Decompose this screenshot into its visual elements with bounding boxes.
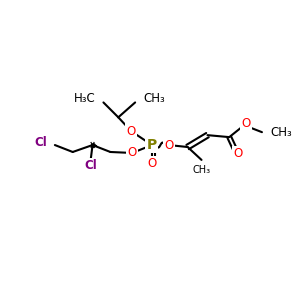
- Text: CH₃: CH₃: [193, 165, 211, 175]
- Text: H₃C: H₃C: [74, 92, 95, 105]
- Text: O: O: [147, 158, 157, 170]
- Text: CH₃: CH₃: [143, 92, 165, 105]
- Text: CH₃: CH₃: [270, 126, 292, 139]
- Text: O: O: [242, 117, 251, 130]
- Text: O: O: [164, 139, 173, 152]
- Text: Cl: Cl: [34, 136, 47, 148]
- Text: Cl: Cl: [84, 159, 97, 172]
- Text: O: O: [234, 148, 243, 160]
- Text: P: P: [147, 138, 157, 152]
- Text: O: O: [127, 125, 136, 138]
- Text: O: O: [128, 146, 137, 160]
